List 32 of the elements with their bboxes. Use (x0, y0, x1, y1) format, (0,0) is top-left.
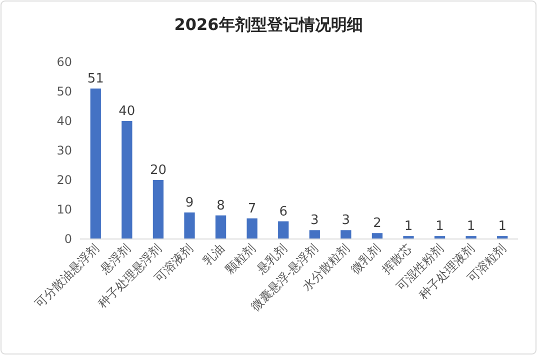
bar (340, 230, 352, 239)
y-tick-label: 40 (56, 114, 72, 128)
bar (152, 180, 164, 239)
chart-title: 2026年剂型登记情况明细 (174, 15, 363, 34)
data-label: 20 (150, 163, 166, 178)
bar (372, 233, 383, 239)
data-label: 6 (279, 204, 288, 220)
data-label: 7 (248, 201, 256, 216)
bar (309, 230, 320, 239)
y-tick-label: 10 (56, 202, 72, 216)
data-label: 3 (342, 213, 350, 228)
data-label: 40 (118, 104, 136, 119)
bar (90, 88, 101, 239)
data-label: 51 (87, 72, 104, 87)
bar (215, 215, 226, 239)
y-tick-label: 60 (56, 55, 72, 69)
data-label: 1 (404, 219, 413, 234)
data-label: 3 (310, 213, 319, 228)
data-label: 1 (436, 219, 444, 234)
y-tick-label: 30 (56, 144, 72, 158)
bar (246, 218, 258, 239)
y-tick-label: 50 (56, 84, 72, 98)
data-label: 2 (373, 216, 382, 232)
data-label: 1 (466, 219, 476, 234)
bar (122, 121, 132, 239)
bar (278, 221, 289, 239)
data-label: 8 (216, 198, 225, 214)
y-tick-label: 0 (64, 232, 72, 246)
data-label: 9 (185, 195, 194, 210)
bar (184, 212, 195, 239)
y-tick-label: 20 (56, 173, 72, 187)
data-label: 1 (498, 219, 506, 234)
